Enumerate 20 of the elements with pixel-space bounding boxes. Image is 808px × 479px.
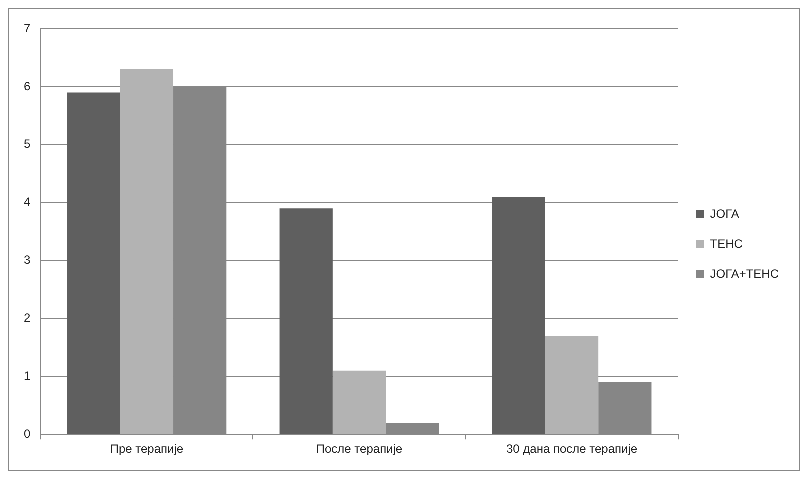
bar xyxy=(120,70,174,434)
y-tick-label: 3 xyxy=(24,253,31,268)
legend-label: ЈОГА+ТЕНС xyxy=(710,266,780,281)
bar xyxy=(545,336,599,434)
y-tick-label: 1 xyxy=(24,368,31,383)
x-tick-label: Пре терапије xyxy=(110,442,184,456)
y-tick-label: 7 xyxy=(24,21,31,36)
legend-label: ТЕНС xyxy=(710,236,744,251)
y-tick-label: 0 xyxy=(24,426,31,441)
y-tick-label: 4 xyxy=(24,195,31,210)
x-tick-label: После терапије xyxy=(316,442,403,456)
y-tick-label: 6 xyxy=(24,79,31,94)
legend-label: ЈОГА xyxy=(710,206,740,221)
bar xyxy=(492,197,546,434)
bar xyxy=(67,92,120,434)
bar xyxy=(332,370,386,434)
y-tick-label: 5 xyxy=(24,137,31,152)
y-tick-label: 2 xyxy=(24,311,31,326)
x-tick-label: 30 дана после терапије xyxy=(506,442,638,456)
bar xyxy=(280,208,333,434)
